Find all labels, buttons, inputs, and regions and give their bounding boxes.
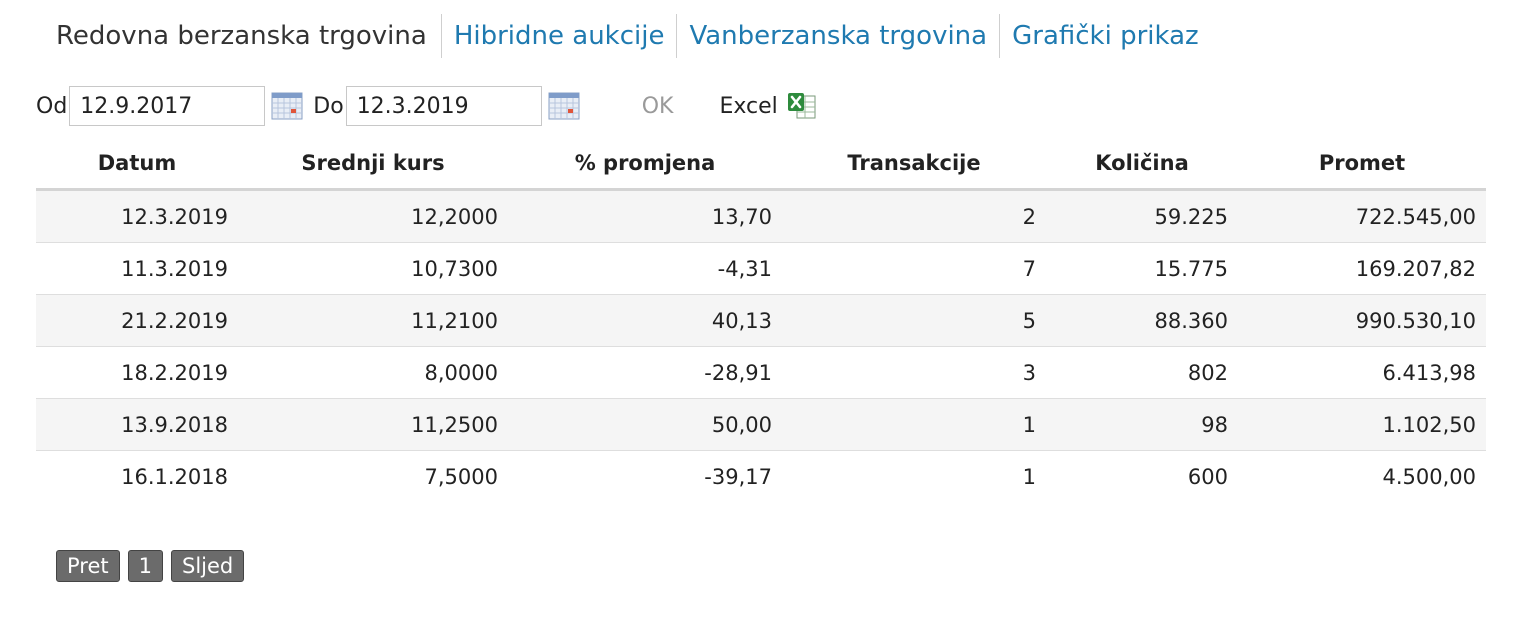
cell-datum: 11.3.2019 (36, 242, 238, 295)
tab-redovna-berzanska-trgovina[interactable]: Redovna berzanska trgovina (56, 21, 427, 51)
cell-transakcije: 3 (782, 346, 1046, 399)
cell-kolicina: 600 (1046, 450, 1238, 502)
date-filter-bar: Od Do OK Excel (36, 84, 818, 128)
cell-datum: 21.2.2019 (36, 294, 238, 347)
cell-kolicina: 98 (1046, 398, 1238, 451)
cell-transakcije: 2 (782, 189, 1046, 243)
cell-transakcije: 5 (782, 294, 1046, 347)
tab-hibridne-aukcije[interactable]: Hibridne aukcije (440, 14, 677, 58)
cell-promet: 169.207,82 (1238, 242, 1486, 295)
cell-datum: 13.9.2018 (36, 398, 238, 451)
cell-promjena: 50,00 (508, 398, 782, 451)
cell-srednji-kurs: 8,0000 (238, 346, 508, 399)
cell-srednji-kurs: 11,2100 (238, 294, 508, 347)
excel-label: Excel (719, 93, 778, 119)
cell-kolicina: 15.775 (1046, 242, 1238, 295)
cell-promet: 1.102,50 (1238, 398, 1486, 451)
table-row: 16.1.2018 7,5000 -39,17 1 600 4.500,00 (36, 450, 1486, 502)
cell-promet: 990.530,10 (1238, 294, 1486, 347)
header-kolicina[interactable]: Količina (1046, 138, 1238, 191)
tab-vanberzanska-trgovina[interactable]: Vanberzanska trgovina (676, 14, 999, 58)
cell-promjena: 13,70 (508, 189, 782, 243)
cell-srednji-kurs: 11,2500 (238, 398, 508, 451)
cell-kolicina: 59.225 (1046, 189, 1238, 243)
cell-datum: 12.3.2019 (36, 189, 238, 243)
cell-promjena: -39,17 (508, 450, 782, 502)
pagination: Pret 1 Sljed (56, 550, 245, 582)
next-page-button[interactable]: Sljed (171, 550, 245, 582)
cell-srednji-kurs: 10,7300 (238, 242, 508, 295)
cell-promjena: 40,13 (508, 294, 782, 347)
prev-page-button[interactable]: Pret (56, 550, 120, 582)
trading-table: Datum Srednji kurs % promjena Transakcij… (36, 138, 1486, 502)
cell-promjena: -4,31 (508, 242, 782, 295)
cell-kolicina: 88.360 (1046, 294, 1238, 347)
tab-graficki-prikaz[interactable]: Grafički prikaz (999, 14, 1211, 58)
header-transakcije[interactable]: Transakcije (782, 138, 1046, 191)
table-row: 21.2.2019 11,2100 40,13 5 88.360 990.530… (36, 294, 1486, 347)
header-promjena[interactable]: % promjena (508, 138, 782, 191)
header-datum[interactable]: Datum (36, 138, 238, 191)
ok-button[interactable]: OK (641, 93, 674, 119)
cell-transakcije: 1 (782, 398, 1046, 451)
header-srednji-kurs[interactable]: Srednji kurs (238, 138, 508, 191)
cell-transakcije: 1 (782, 450, 1046, 502)
excel-export-button[interactable]: Excel (719, 90, 817, 122)
cell-srednji-kurs: 7,5000 (238, 450, 508, 502)
cell-promet: 6.413,98 (1238, 346, 1486, 399)
cell-kolicina: 802 (1046, 346, 1238, 399)
calendar-icon[interactable] (548, 92, 580, 120)
cell-promet: 4.500,00 (1238, 450, 1486, 502)
table-row: 12.3.2019 12,2000 13,70 2 59.225 722.545… (36, 189, 1486, 243)
from-label: Od (36, 93, 68, 119)
page-1-button[interactable]: 1 (127, 550, 163, 582)
tab-bar: Redovna berzanska trgovina Hibridne aukc… (56, 14, 1211, 58)
table-row: 18.2.2019 8,0000 -28,91 3 802 6.413,98 (36, 346, 1486, 399)
calendar-icon[interactable] (271, 92, 303, 120)
excel-icon (787, 93, 816, 119)
table-row: 13.9.2018 11,2500 50,00 1 98 1.102,50 (36, 398, 1486, 451)
cell-srednji-kurs: 12,2000 (238, 189, 508, 243)
cell-transakcije: 7 (782, 242, 1046, 295)
table-row: 11.3.2019 10,7300 -4,31 7 15.775 169.207… (36, 242, 1486, 295)
table-header-row: Datum Srednji kurs % promjena Transakcij… (36, 138, 1486, 191)
from-date-input[interactable] (69, 86, 266, 126)
cell-promjena: -28,91 (508, 346, 782, 399)
cell-datum: 16.1.2018 (36, 450, 238, 502)
to-date-input[interactable] (345, 86, 542, 126)
header-promet[interactable]: Promet (1238, 138, 1486, 191)
cell-datum: 18.2.2019 (36, 346, 238, 399)
to-label: Do (313, 93, 344, 119)
cell-promet: 722.545,00 (1238, 189, 1486, 243)
